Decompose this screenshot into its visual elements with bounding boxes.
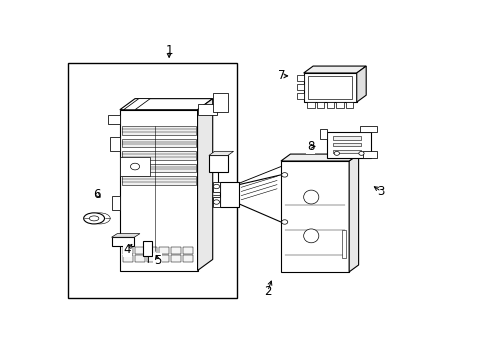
Polygon shape [110,138,120,151]
Circle shape [213,184,219,189]
Circle shape [213,200,219,204]
Polygon shape [316,102,324,108]
Polygon shape [197,104,216,115]
Ellipse shape [83,213,104,224]
Polygon shape [212,93,227,112]
Polygon shape [68,63,237,298]
Polygon shape [208,151,233,156]
Polygon shape [111,234,140,237]
Polygon shape [212,197,220,207]
Ellipse shape [89,216,99,221]
Polygon shape [348,154,358,272]
Text: 6: 6 [93,188,101,201]
Polygon shape [307,102,314,108]
Polygon shape [296,84,303,90]
Text: 7: 7 [278,69,285,82]
Polygon shape [303,66,366,73]
Polygon shape [159,255,169,262]
Polygon shape [122,255,133,262]
Polygon shape [280,161,348,272]
Ellipse shape [89,213,110,224]
Polygon shape [220,182,239,207]
Text: 3: 3 [377,185,384,198]
Polygon shape [183,247,193,254]
Circle shape [333,152,339,155]
Polygon shape [120,99,212,110]
Polygon shape [146,255,157,262]
Polygon shape [336,102,343,108]
Polygon shape [111,237,134,246]
Polygon shape [332,143,361,147]
Polygon shape [122,126,195,135]
Polygon shape [146,247,157,254]
Polygon shape [122,151,195,159]
Ellipse shape [303,190,318,204]
Polygon shape [212,182,220,192]
Polygon shape [208,156,227,172]
Polygon shape [122,176,195,185]
Polygon shape [108,115,120,123]
Polygon shape [303,73,356,102]
Polygon shape [122,139,195,147]
Polygon shape [112,195,120,210]
Polygon shape [342,230,346,258]
Polygon shape [356,66,366,102]
Polygon shape [307,76,351,99]
Circle shape [281,220,287,224]
Polygon shape [280,154,358,161]
Polygon shape [135,247,145,254]
Circle shape [130,163,139,170]
Polygon shape [319,129,326,139]
Polygon shape [122,164,195,172]
Polygon shape [120,157,150,176]
Text: 8: 8 [306,140,313,153]
Polygon shape [170,255,181,262]
Polygon shape [332,149,361,153]
Polygon shape [363,152,376,158]
Text: 5: 5 [154,254,161,267]
Polygon shape [332,136,361,140]
Polygon shape [135,255,145,262]
Polygon shape [159,247,169,254]
Polygon shape [183,255,193,262]
Ellipse shape [303,229,318,243]
Polygon shape [296,93,303,99]
Polygon shape [296,75,303,81]
Circle shape [281,173,287,177]
Text: 2: 2 [264,285,271,298]
Polygon shape [359,126,376,132]
Polygon shape [170,247,181,254]
Polygon shape [123,99,150,110]
Polygon shape [346,102,352,108]
Polygon shape [197,99,212,270]
Circle shape [358,152,364,155]
Text: 1: 1 [165,44,173,57]
Polygon shape [142,241,152,256]
Polygon shape [326,102,333,108]
Text: 4: 4 [123,243,131,256]
Polygon shape [122,247,133,254]
Polygon shape [326,132,370,158]
Polygon shape [120,110,197,270]
